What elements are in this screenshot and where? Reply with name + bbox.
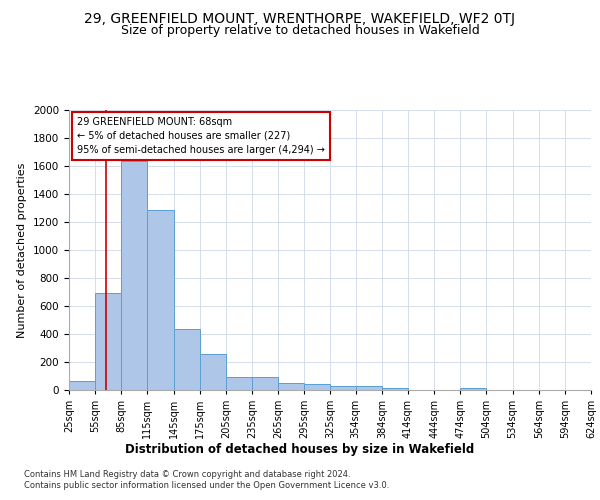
Bar bbox=[226, 378, 252, 390]
Bar bbox=[148, 210, 173, 390]
Bar bbox=[278, 383, 304, 390]
Text: Size of property relative to detached houses in Wakefield: Size of property relative to detached ho… bbox=[121, 24, 479, 37]
Bar bbox=[173, 329, 200, 390]
Bar bbox=[252, 378, 278, 390]
Text: 29, GREENFIELD MOUNT, WRENTHORPE, WAKEFIELD, WF2 0TJ: 29, GREENFIELD MOUNT, WRENTHORPE, WAKEFI… bbox=[85, 12, 515, 26]
Text: Contains public sector information licensed under the Open Government Licence v3: Contains public sector information licen… bbox=[24, 481, 389, 490]
Text: 29 GREENFIELD MOUNT: 68sqm
← 5% of detached houses are smaller (227)
95% of semi: 29 GREENFIELD MOUNT: 68sqm ← 5% of detac… bbox=[77, 117, 325, 155]
Bar bbox=[460, 388, 487, 390]
Bar bbox=[382, 388, 408, 390]
Y-axis label: Number of detached properties: Number of detached properties bbox=[17, 162, 28, 338]
Text: Contains HM Land Registry data © Crown copyright and database right 2024.: Contains HM Land Registry data © Crown c… bbox=[24, 470, 350, 479]
Text: Distribution of detached houses by size in Wakefield: Distribution of detached houses by size … bbox=[125, 442, 475, 456]
Bar bbox=[95, 294, 121, 390]
Bar bbox=[69, 381, 95, 390]
Bar bbox=[331, 386, 356, 390]
Bar bbox=[200, 354, 226, 390]
Bar bbox=[121, 161, 148, 390]
Bar bbox=[356, 386, 382, 390]
Bar bbox=[304, 384, 331, 390]
